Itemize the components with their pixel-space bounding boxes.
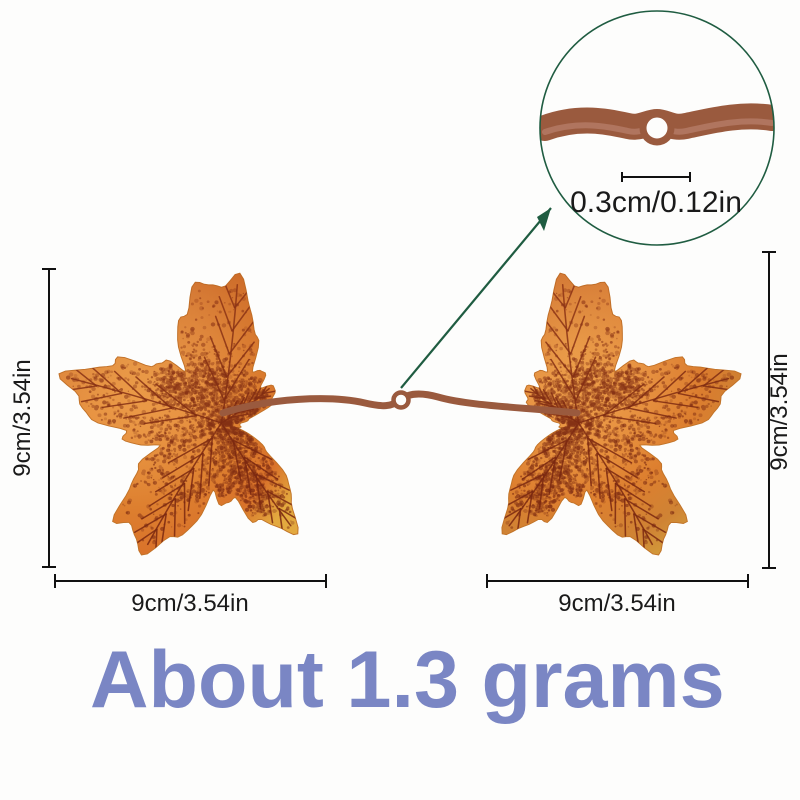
svg-text:0.3cm/0.12in: 0.3cm/0.12in (570, 186, 742, 219)
svg-text:9cm/3.54in: 9cm/3.54in (9, 359, 36, 476)
svg-text:9cm/3.54in: 9cm/3.54in (558, 590, 675, 617)
svg-text:9cm/3.54in: 9cm/3.54in (131, 590, 248, 617)
svg-text:About 1.3 grams: About 1.3 grams (90, 635, 725, 725)
svg-text:9cm/3.54in: 9cm/3.54in (766, 353, 793, 470)
